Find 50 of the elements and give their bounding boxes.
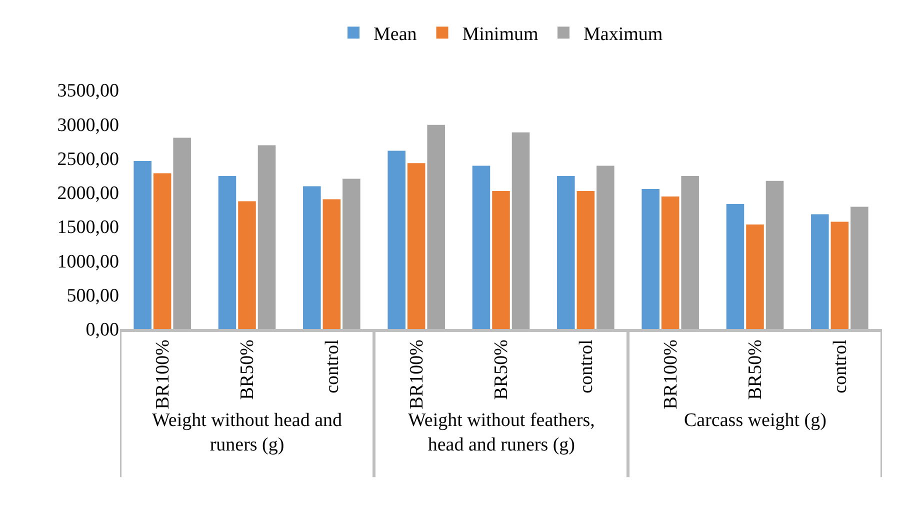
x-tick-label: BR100% <box>406 339 428 410</box>
bar <box>427 124 445 329</box>
bar <box>681 176 699 329</box>
bar <box>596 166 614 329</box>
bar <box>153 173 172 329</box>
legend-label: Maximum <box>583 24 663 46</box>
bar <box>134 161 152 329</box>
y-tick-label: 1000,00 <box>57 251 119 272</box>
legend-label: Minimum <box>462 24 538 46</box>
x-tick-label: BR50% <box>237 339 258 400</box>
bar <box>811 214 829 329</box>
x-tick-label: BR100% <box>660 339 682 410</box>
bar <box>342 178 360 329</box>
x-tick-label: control <box>322 340 343 394</box>
x-tick-label: control <box>830 340 851 394</box>
x-tick-label: control <box>576 340 597 394</box>
bar <box>472 166 490 329</box>
bar <box>173 138 191 329</box>
y-tick-label: 2000,00 <box>57 183 119 204</box>
legend-label: Mean <box>374 24 418 46</box>
bar <box>726 204 744 329</box>
bar <box>830 222 849 329</box>
text: Weight without feathers, head and runers (g) <box>408 410 595 456</box>
text: Weight without head and runers (g) <box>152 410 343 456</box>
y-tick-label: 1500,00 <box>57 217 119 238</box>
y-tick-label: 2500,00 <box>57 148 119 170</box>
bar <box>407 163 426 329</box>
text: Carcass weight (g) <box>684 410 826 431</box>
bar <box>557 176 575 329</box>
bar <box>303 186 321 329</box>
x-tick-label: BR50% <box>745 339 766 400</box>
x-tick-label: BR100% <box>152 339 174 410</box>
x-tick-label: BR50% <box>491 339 512 400</box>
y-tick-label: 500,00 <box>66 286 119 307</box>
bar <box>766 180 784 329</box>
y-tick-label: 0,00 <box>86 320 119 341</box>
y-tick-label: 3500,00 <box>57 80 119 102</box>
y-tick-label: 3000,00 <box>57 114 119 136</box>
bar <box>388 150 406 329</box>
bar <box>258 145 276 329</box>
bar <box>218 176 236 329</box>
bar <box>661 196 680 329</box>
bar <box>238 201 256 329</box>
bar <box>850 206 868 329</box>
bar <box>512 132 530 329</box>
bar <box>576 191 595 329</box>
bar <box>322 199 341 329</box>
bar <box>642 189 660 329</box>
bar <box>492 191 510 329</box>
bar <box>746 224 764 329</box>
